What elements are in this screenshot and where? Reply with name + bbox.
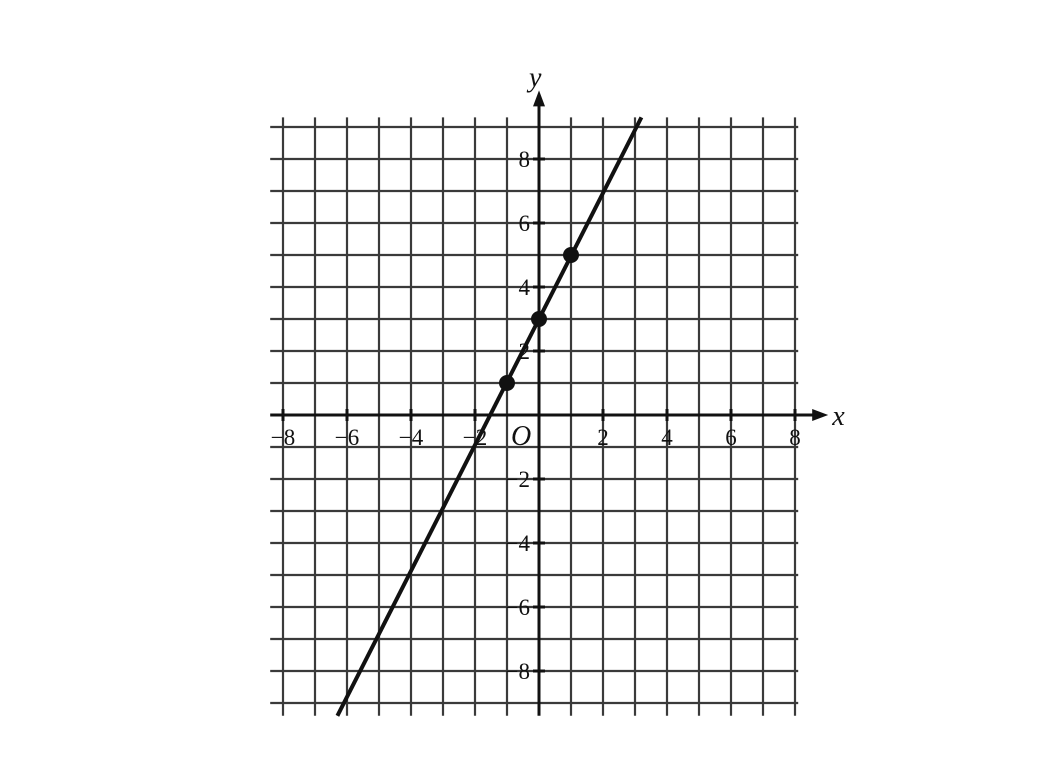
origin-label: O [511, 421, 531, 452]
data-point [563, 247, 579, 263]
x-tick-label: 2 [597, 425, 609, 450]
axis-ticks [281, 157, 797, 673]
y-tick-label: −4 [506, 531, 531, 556]
x-tick-label: −6 [335, 425, 359, 450]
x-tick-label: 8 [789, 425, 801, 450]
x-tick-label: 4 [661, 425, 673, 450]
y-tick-label: 8 [519, 147, 531, 172]
axes [270, 90, 829, 716]
x-axis-arrow [812, 409, 829, 421]
x-axis-label: x [831, 401, 845, 432]
grid [270, 117, 799, 716]
y-axis-label: y [526, 62, 542, 93]
y-tick-label: 4 [519, 275, 531, 300]
series-layer [335, 116, 644, 717]
x-tick-label: 6 [725, 425, 737, 450]
y-tick-label: −2 [506, 467, 530, 492]
x-tick-label: −8 [271, 425, 295, 450]
series-line [335, 116, 644, 717]
data-point [499, 375, 515, 391]
y-tick-label: −8 [506, 659, 530, 684]
points-layer [499, 247, 579, 391]
y-axis-arrow [533, 90, 545, 107]
y-tick-label: −6 [506, 595, 530, 620]
data-point [531, 311, 547, 327]
y-tick-label: 6 [519, 211, 531, 236]
x-tick-label: −4 [399, 425, 424, 450]
